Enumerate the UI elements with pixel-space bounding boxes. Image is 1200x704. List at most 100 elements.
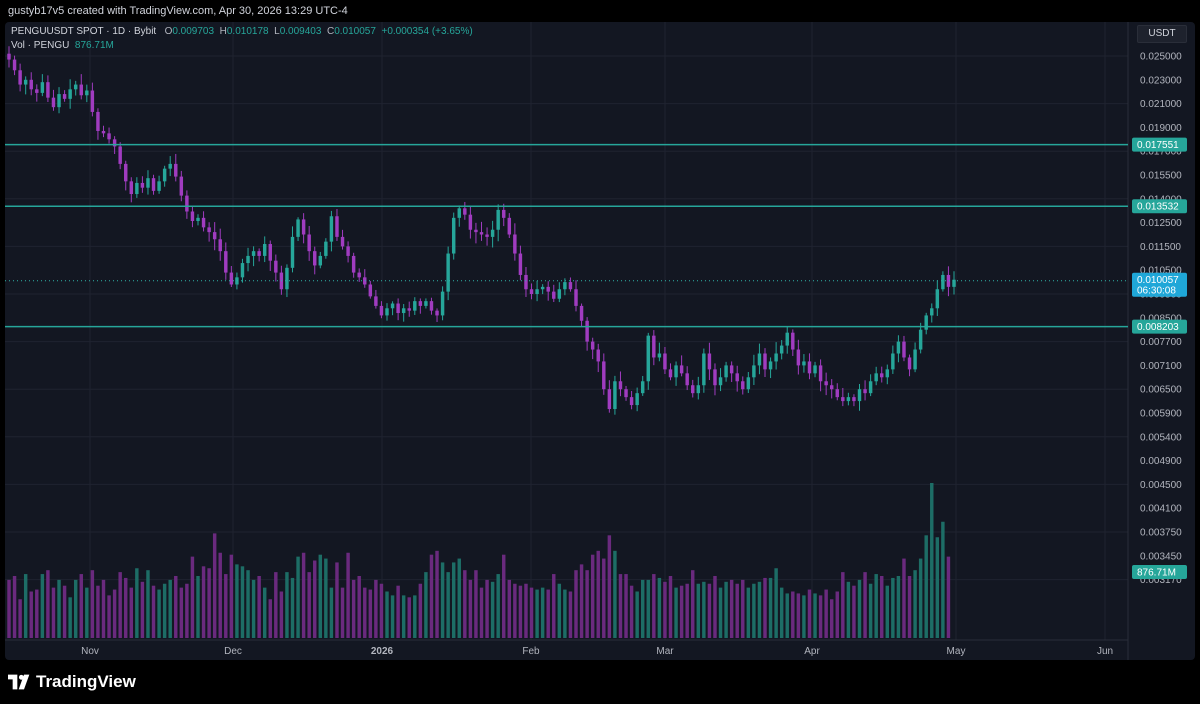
- candle-body[interactable]: [46, 82, 50, 98]
- candle-body[interactable]: [363, 277, 367, 285]
- volume-bar[interactable]: [396, 585, 400, 638]
- candle-body[interactable]: [162, 168, 167, 182]
- volume-bar[interactable]: [18, 599, 22, 638]
- candle-body[interactable]: [57, 94, 61, 108]
- volume-bar[interactable]: [924, 535, 928, 638]
- volume-bar[interactable]: [729, 579, 734, 638]
- candle-body[interactable]: [301, 219, 306, 235]
- candle-body[interactable]: [118, 146, 122, 164]
- volume-bar[interactable]: [813, 593, 817, 638]
- volume-bar[interactable]: [329, 587, 334, 638]
- volume-bar[interactable]: [79, 574, 83, 638]
- candle-body[interactable]: [841, 397, 845, 402]
- candle-body[interactable]: [563, 282, 567, 290]
- volume-bar[interactable]: [918, 558, 923, 638]
- volume-bar[interactable]: [46, 570, 50, 638]
- candle-body[interactable]: [390, 303, 395, 309]
- chart-canvas[interactable]: 0.025000 0.023000 0.021000 0.019000 0.017000…: [5, 22, 1195, 660]
- volume-bar[interactable]: [112, 589, 117, 638]
- volume-bar[interactable]: [741, 579, 745, 638]
- candle-body[interactable]: [640, 381, 645, 394]
- candle-body[interactable]: [62, 94, 67, 99]
- candle-body[interactable]: [824, 381, 828, 386]
- volume-bar[interactable]: [824, 589, 828, 638]
- volume-bar[interactable]: [224, 574, 228, 638]
- candle-body[interactable]: [396, 303, 400, 314]
- volume-bar[interactable]: [679, 585, 684, 638]
- volume-bar[interactable]: [624, 574, 628, 638]
- volume-bar[interactable]: [368, 589, 373, 638]
- volume-bar[interactable]: [29, 591, 33, 639]
- volume-bar[interactable]: [246, 570, 250, 638]
- volume-bar[interactable]: [785, 593, 789, 638]
- volume-bar[interactable]: [274, 572, 278, 638]
- candle-body[interactable]: [451, 217, 456, 254]
- candle-body[interactable]: [629, 397, 634, 406]
- candle-body[interactable]: [618, 381, 623, 390]
- volume-bar[interactable]: [563, 589, 567, 638]
- volume-bar[interactable]: [841, 572, 845, 638]
- volume-bar[interactable]: [7, 579, 11, 638]
- candle-body[interactable]: [896, 341, 901, 354]
- candle-body[interactable]: [846, 397, 851, 402]
- volume-bar[interactable]: [440, 562, 445, 638]
- candle-body[interactable]: [318, 255, 323, 266]
- candle-body[interactable]: [374, 296, 378, 306]
- candle-body[interactable]: [140, 182, 145, 188]
- volume-bar[interactable]: [902, 558, 906, 638]
- volume-bar[interactable]: [307, 572, 311, 638]
- candle-body[interactable]: [774, 353, 778, 362]
- candle-body[interactable]: [713, 369, 717, 386]
- candle-body[interactable]: [285, 267, 289, 290]
- volume-bar[interactable]: [640, 579, 645, 638]
- volume-bar[interactable]: [90, 570, 95, 638]
- candle-body[interactable]: [324, 241, 328, 256]
- candle-body[interactable]: [112, 139, 117, 147]
- volume-bar[interactable]: [607, 535, 612, 638]
- volume-bar[interactable]: [579, 564, 584, 638]
- volume-bar[interactable]: [696, 583, 701, 638]
- candle-body[interactable]: [496, 209, 500, 230]
- volume-bar[interactable]: [429, 554, 434, 638]
- candle-body[interactable]: [502, 209, 506, 218]
- volume-bar[interactable]: [829, 599, 834, 638]
- volume-bar[interactable]: [752, 583, 756, 638]
- volume-bar[interactable]: [746, 587, 751, 638]
- volume-bar[interactable]: [479, 587, 484, 638]
- candle-body[interactable]: [379, 305, 384, 316]
- candle-body[interactable]: [791, 332, 795, 350]
- candle-body[interactable]: [752, 365, 756, 378]
- volume-bar[interactable]: [891, 577, 895, 638]
- candle-body[interactable]: [741, 381, 745, 390]
- candle-body[interactable]: [891, 353, 895, 370]
- candle-body[interactable]: [513, 234, 517, 254]
- volume-bar[interactable]: [346, 552, 350, 638]
- volume-bar[interactable]: [140, 581, 145, 638]
- candle-body[interactable]: [224, 251, 228, 273]
- volume-bar[interactable]: [502, 554, 506, 638]
- candle-body[interactable]: [529, 289, 534, 294]
- volume-bar[interactable]: [118, 572, 122, 638]
- candle-body[interactable]: [902, 341, 906, 358]
- candle-body[interactable]: [424, 301, 428, 306]
- volume-bar[interactable]: [546, 589, 550, 638]
- candle-body[interactable]: [429, 301, 434, 311]
- volume-bar[interactable]: [251, 579, 256, 638]
- volume-bar[interactable]: [418, 583, 423, 638]
- volume-bar[interactable]: [207, 568, 211, 638]
- volume-bar[interactable]: [101, 579, 106, 638]
- volume-bar[interactable]: [835, 591, 839, 639]
- last-volume-tag[interactable]: [1132, 565, 1187, 579]
- candle-body[interactable]: [435, 310, 439, 316]
- volume-bar[interactable]: [401, 595, 406, 638]
- volume-bar[interactable]: [635, 591, 639, 639]
- candle-body[interactable]: [635, 393, 639, 406]
- volume-bar[interactable]: [262, 587, 267, 638]
- volume-bar[interactable]: [151, 585, 156, 638]
- volume-bar[interactable]: [390, 595, 395, 638]
- candle-body[interactable]: [351, 255, 356, 273]
- volume-bar[interactable]: [513, 583, 517, 638]
- volume-bar[interactable]: [768, 577, 773, 638]
- candle-body[interactable]: [835, 389, 839, 398]
- volume-bar[interactable]: [446, 572, 450, 638]
